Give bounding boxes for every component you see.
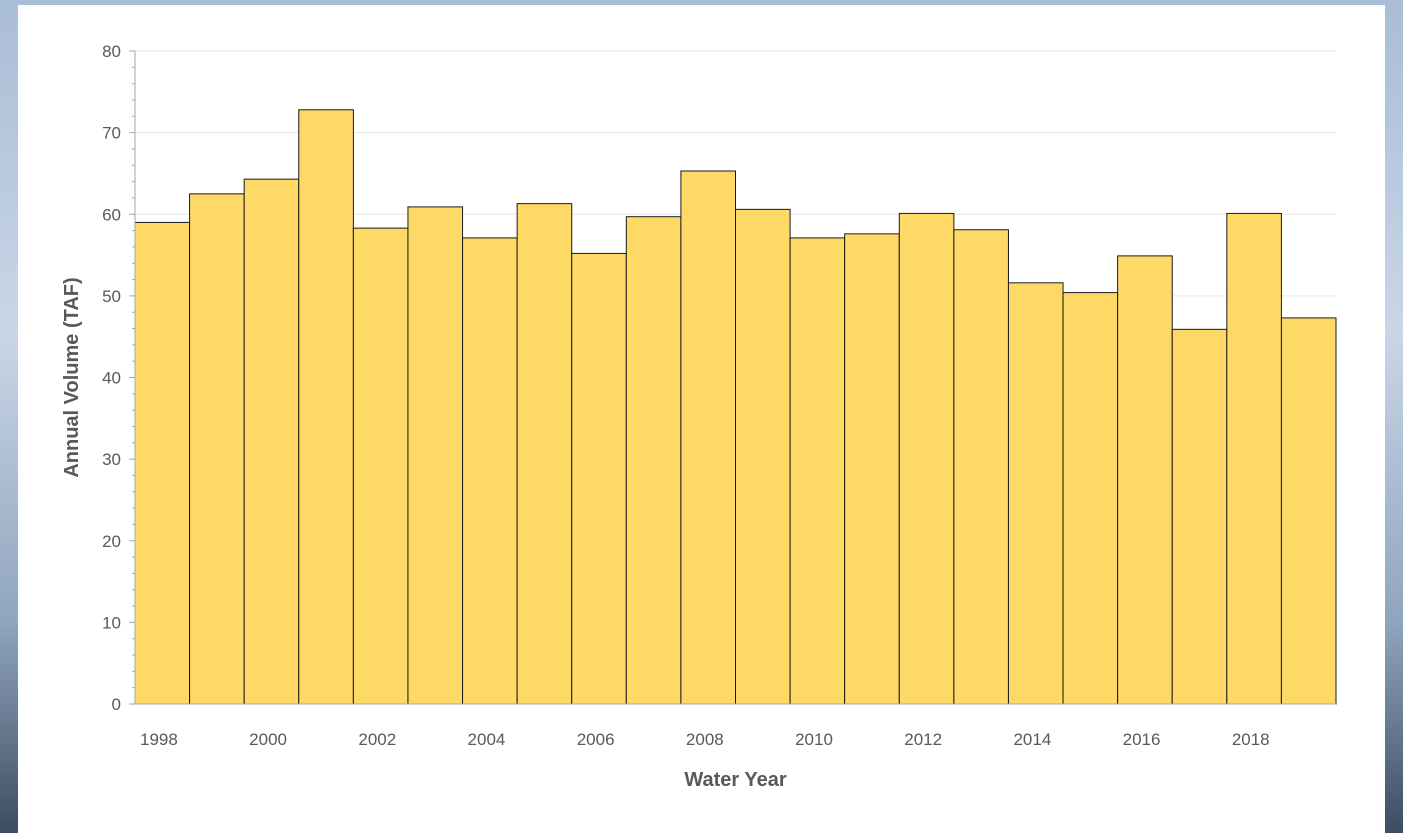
x-tick-label: 1998 bbox=[140, 730, 178, 749]
bar-2007 bbox=[625, 216, 682, 705]
y-tick-label: 80 bbox=[102, 42, 121, 61]
bar-2013 bbox=[953, 229, 1009, 705]
bar-2000 bbox=[243, 178, 300, 705]
bar-2009 bbox=[735, 208, 791, 705]
bar-1998 bbox=[134, 221, 191, 705]
y-tick-label: 10 bbox=[102, 613, 121, 632]
x-tick-label: 2006 bbox=[577, 730, 615, 749]
x-tick-labels: 1998 2000 2002 2004 2006 2008 2010 2012 2014 2016… bbox=[140, 730, 1270, 749]
x-tick-label: 2008 bbox=[686, 730, 724, 749]
x-tick-label: 2004 bbox=[468, 730, 506, 749]
bar-2001 bbox=[298, 109, 354, 705]
bar-2012 bbox=[898, 212, 955, 705]
y-axis-title: Annual Volume (TAF) bbox=[61, 277, 83, 477]
bar-1999 bbox=[189, 193, 245, 705]
y-tick-label: 60 bbox=[102, 205, 121, 224]
x-tick-label: 2000 bbox=[249, 730, 287, 749]
x-tick-label: 2016 bbox=[1123, 730, 1161, 749]
y-tick-label: 50 bbox=[102, 287, 121, 306]
x-tick-label: 2018 bbox=[1232, 730, 1270, 749]
bar-2010 bbox=[789, 237, 846, 705]
bar-2014 bbox=[1007, 282, 1064, 705]
bar-2011 bbox=[844, 233, 900, 705]
bars bbox=[134, 109, 1337, 705]
bar-2015 bbox=[1062, 292, 1119, 705]
x-tick-label: 2012 bbox=[904, 730, 942, 749]
y-tick-label: 30 bbox=[102, 450, 121, 469]
x-tick-label: 2002 bbox=[358, 730, 396, 749]
y-tick-label: 20 bbox=[102, 532, 121, 551]
bar-2018 bbox=[1226, 212, 1282, 705]
bar-2019 bbox=[1280, 317, 1337, 705]
bar-2005 bbox=[516, 203, 573, 705]
bar-2008 bbox=[680, 170, 737, 705]
bar-2016 bbox=[1117, 255, 1173, 705]
y-tick-label: 70 bbox=[102, 124, 121, 143]
x-tick-label: 2014 bbox=[1013, 730, 1051, 749]
axes bbox=[129, 50, 1336, 705]
bar-2017 bbox=[1171, 328, 1228, 705]
x-tick-label: 2010 bbox=[795, 730, 833, 749]
y-tick-label: 0 bbox=[112, 695, 121, 714]
bar-2003 bbox=[407, 206, 464, 705]
x-axis-title: Water Year bbox=[684, 769, 787, 791]
y-tick-labels: 0 10 20 30 40 50 60 70 80 bbox=[102, 42, 121, 714]
bar-2002 bbox=[352, 227, 409, 705]
y-tick-label: 40 bbox=[102, 369, 121, 388]
bar-2006 bbox=[571, 252, 627, 705]
bar-2004 bbox=[462, 237, 518, 705]
